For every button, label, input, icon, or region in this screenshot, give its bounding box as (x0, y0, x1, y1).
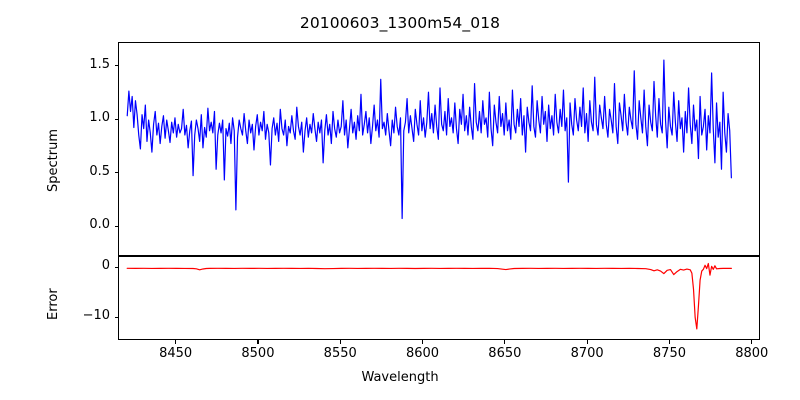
wavelength-axis-label: Wavelength (361, 370, 439, 385)
wavelength-xtick-mark (504, 340, 506, 344)
error-ytick-label: 0 (101, 258, 110, 274)
error-trace (126, 262, 732, 330)
spectrum-ytick-label: 1.5 (89, 56, 110, 72)
wavelength-xtick-label: 8750 (652, 346, 686, 361)
spectrum-ytick-mark (114, 65, 118, 67)
spectrum-line-plot (126, 59, 732, 220)
wavelength-xtick-label: 8500 (241, 346, 275, 361)
wavelength-xtick-mark (751, 340, 753, 344)
spectrum-ytick-mark (114, 172, 118, 174)
wavelength-xtick-label: 8700 (570, 346, 604, 361)
error-ytick-mark (114, 266, 118, 268)
wavelength-xtick-label: 8600 (405, 346, 440, 361)
error-axes (118, 256, 760, 340)
error-ytick-label: −10 (82, 308, 110, 324)
spectrum-axis-label: Spectrum (46, 129, 61, 192)
error-ytick-mark (114, 316, 118, 318)
wavelength-xtick-label: 8650 (488, 346, 522, 361)
spectrum-trace (126, 59, 732, 220)
wavelength-xtick-label: 8800 (735, 346, 769, 361)
wavelength-xtick-mark (257, 340, 259, 344)
wavelength-xtick-mark (586, 340, 588, 344)
error-line-plot (126, 262, 732, 330)
wavelength-xtick-mark (339, 340, 341, 344)
spectrum-ytick-mark (114, 225, 118, 227)
spectrum-ytick-label: 0.0 (89, 217, 110, 233)
error-axis-label: Error (46, 288, 61, 320)
figure-title: 20100603_1300m54_018 (299, 14, 501, 32)
spectrum-ytick-label: 0.5 (89, 163, 110, 179)
spectrum-axes (118, 42, 760, 256)
wavelength-xtick-label: 8550 (323, 346, 357, 361)
spectrum-ytick-label: 1.0 (89, 110, 110, 126)
spectrum-ytick-mark (114, 118, 118, 120)
wavelength-xtick-mark (175, 340, 177, 344)
wavelength-xtick-label: 8450 (159, 346, 193, 361)
wavelength-xtick-mark (668, 340, 671, 344)
wavelength-xtick-mark (422, 340, 424, 344)
